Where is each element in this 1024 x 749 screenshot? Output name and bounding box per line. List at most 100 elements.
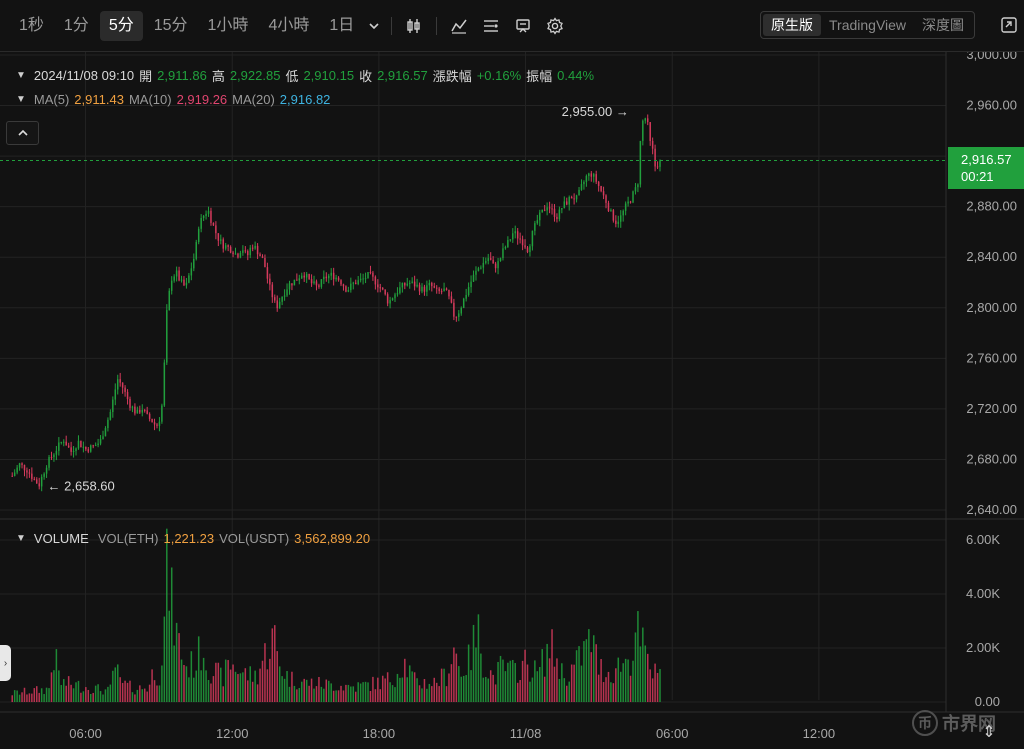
volume-bar: [649, 669, 651, 702]
volume-bar: [377, 677, 379, 702]
indicators-icon[interactable]: [443, 11, 475, 41]
candle-body: [124, 387, 126, 392]
volume-bar: [472, 624, 475, 702]
candle-body: [629, 201, 632, 203]
volume-bar: [229, 669, 232, 702]
candle-body: [423, 286, 426, 292]
volume-bar: [293, 685, 296, 702]
candle-body: [281, 296, 283, 302]
candle-body: [546, 207, 548, 211]
side-panel-handle[interactable]: ›: [0, 645, 11, 681]
chart-settings-tool-icon[interactable]: [507, 11, 539, 41]
volume-bar: [72, 688, 75, 702]
volume-bar: [31, 693, 33, 702]
volume-bar: [136, 689, 139, 702]
candle-body: [617, 221, 620, 224]
timeframe-1h[interactable]: 1小時: [207, 16, 249, 34]
fullscreen-icon[interactable]: [997, 13, 1021, 37]
timeframe-1s[interactable]: 1秒: [19, 16, 44, 34]
candle-type-icon[interactable]: [398, 11, 430, 41]
volume-bar: [433, 677, 436, 702]
candle-body: [188, 275, 190, 283]
candle-body: [543, 209, 546, 211]
volume-bar: [207, 680, 210, 702]
ma5-label: MA(5): [33, 92, 70, 107]
candle-body: [112, 399, 114, 413]
candle-body: [261, 256, 264, 258]
candle-body: [413, 281, 416, 287]
volume-bar: [497, 661, 499, 702]
volume-bar: [116, 664, 119, 702]
volume-bar: [470, 670, 472, 702]
candle-body: [340, 280, 342, 285]
candle-body: [134, 406, 136, 414]
candle-body: [492, 259, 494, 264]
view-native[interactable]: 原生版: [763, 14, 821, 36]
volume-bar: [188, 677, 190, 702]
candle-body: [271, 284, 274, 298]
candle-body: [200, 217, 202, 229]
candle-body: [131, 406, 134, 408]
candle-body: [465, 294, 467, 299]
volume-bar: [492, 674, 494, 702]
volume-bar: [40, 688, 43, 702]
timeframe-1m[interactable]: 1分: [63, 16, 89, 34]
view-depth[interactable]: 深度圖: [922, 17, 965, 33]
candle-body: [278, 301, 281, 309]
ma-collapse-chevron-icon[interactable]: ▼: [16, 94, 26, 105]
volume-bar: [335, 690, 337, 702]
candle-body: [512, 233, 514, 240]
volume-bar: [381, 675, 384, 702]
candle-body: [580, 184, 583, 190]
volume-bar: [352, 686, 355, 702]
candle-body: [519, 238, 521, 240]
volume-bar: [345, 684, 347, 702]
candle-body: [28, 472, 31, 474]
volume-bar: [573, 664, 575, 702]
drawing-tools-icon[interactable]: [475, 11, 507, 41]
volume-bar: [408, 665, 411, 702]
volume-bar: [347, 684, 350, 702]
timeframe-5m[interactable]: 5分: [99, 10, 143, 41]
volume-bar: [531, 677, 534, 702]
candle-body: [269, 278, 271, 285]
volume-bar: [561, 663, 563, 702]
volume-collapse-chevron-icon[interactable]: ▼: [16, 533, 26, 544]
volume-bar: [63, 679, 65, 702]
candle-body: [21, 463, 23, 465]
gear-icon[interactable]: [539, 11, 571, 41]
volume-bar: [367, 682, 369, 702]
volume-bar: [264, 643, 266, 702]
candle-body: [11, 475, 13, 477]
candle-body: [116, 379, 119, 390]
more-timeframes-chevron-down-icon[interactable]: [363, 11, 385, 41]
candle-body: [435, 287, 438, 289]
candle-body: [649, 122, 651, 141]
volume-bar: [332, 690, 335, 702]
timeframe-4h[interactable]: 4小時: [268, 16, 310, 34]
candle-body: [389, 300, 391, 304]
volume-bar: [580, 665, 583, 702]
candle-body: [646, 118, 649, 123]
axis-scale-handle-icon[interactable]: ⇕: [982, 724, 996, 741]
volume-bar: [153, 680, 156, 702]
volume-axis-tick: 6.00K: [966, 532, 1000, 547]
timeframe-1d[interactable]: 1日: [329, 16, 355, 34]
volume-bar: [180, 659, 183, 702]
candle-body: [404, 282, 406, 286]
volume-bar: [296, 689, 298, 702]
candle-body: [183, 279, 185, 286]
volume-bar: [372, 676, 374, 702]
volume-bar: [320, 686, 323, 702]
timeframe-15m[interactable]: 15分: [153, 16, 188, 34]
collapse-legend-button[interactable]: [6, 121, 39, 145]
legend-collapse-chevron-icon[interactable]: ▼: [16, 70, 26, 81]
view-tradingview[interactable]: TradingView: [829, 17, 907, 33]
chart-canvas[interactable]: 3,000.002,960.002,920.002,880.002,840.00…: [0, 52, 1024, 749]
legend-change: +0.16%: [476, 68, 522, 83]
volume-bar: [109, 684, 112, 702]
candle-body: [551, 208, 553, 210]
candle-body: [624, 203, 627, 211]
volume-bar: [529, 681, 531, 702]
candle-body: [207, 210, 210, 214]
